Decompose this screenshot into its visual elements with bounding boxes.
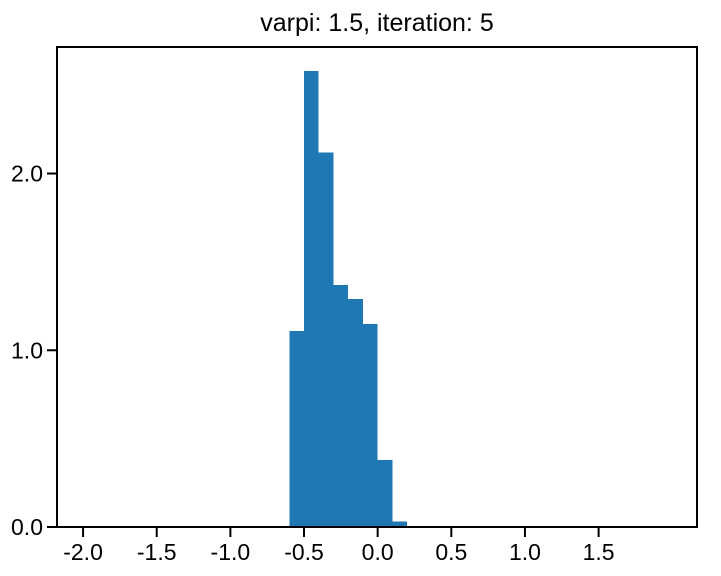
histogram-bar [392, 521, 408, 527]
x-tick-label: 1.0 [509, 539, 541, 565]
histogram-bar [289, 330, 305, 527]
x-tick-label: 1.5 [583, 539, 615, 565]
histogram-bar [333, 284, 349, 527]
histogram-bar [348, 299, 363, 527]
x-tick-label: -2.0 [63, 539, 103, 565]
x-tick-label: 0.0 [362, 539, 394, 565]
y-tick-label: 0.0 [11, 514, 43, 540]
chart-title: varpi: 1.5, iteration: 5 [260, 9, 494, 37]
histogram-bar [377, 459, 393, 527]
x-tick-label: -0.5 [284, 539, 324, 565]
plot-border [56, 46, 698, 528]
x-tick-label: -1.5 [137, 539, 177, 565]
histogram-bar [362, 323, 378, 527]
histogram-bar [304, 71, 319, 527]
x-tick-label: -1.0 [211, 539, 251, 565]
histogram-bar [318, 152, 334, 527]
y-tick-label: 2.0 [11, 161, 43, 187]
x-tick-label: 0.5 [435, 539, 467, 565]
y-tick-label: 1.0 [11, 337, 43, 363]
